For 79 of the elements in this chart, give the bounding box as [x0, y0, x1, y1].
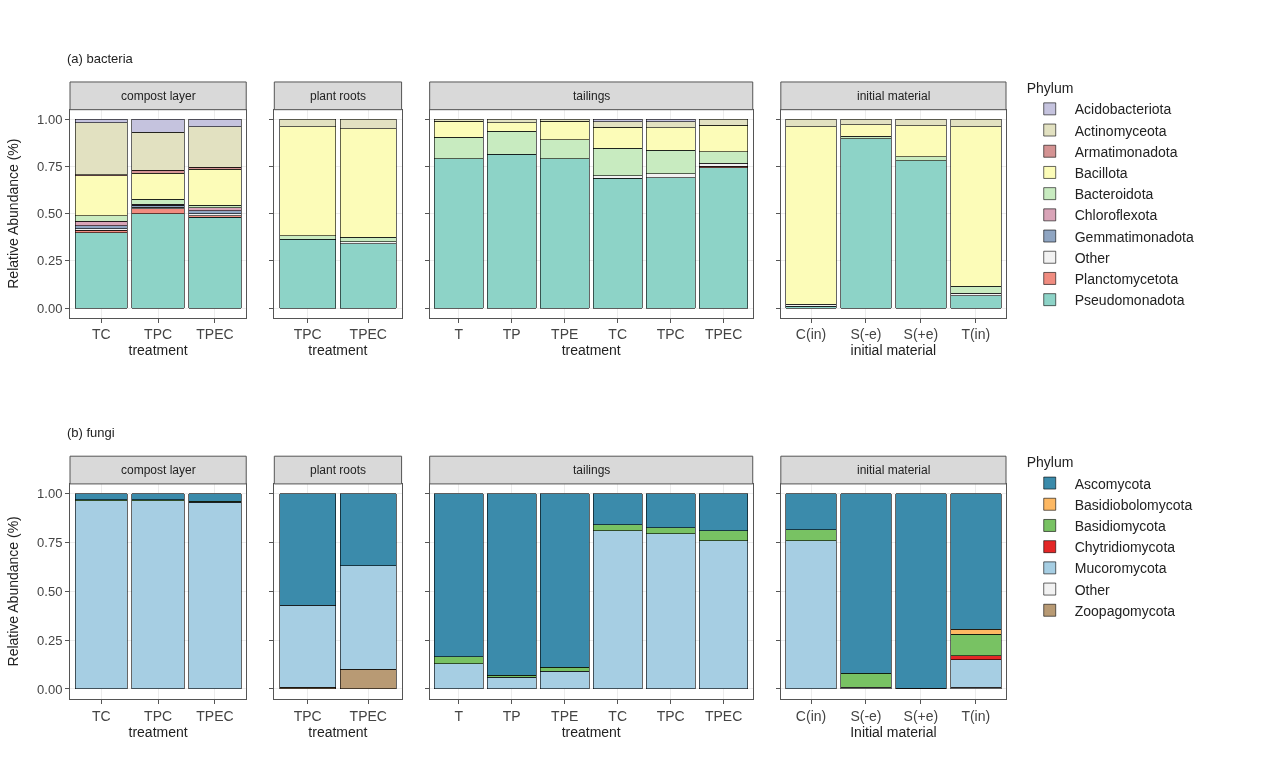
- legend-label: Bacillota: [1074, 164, 1128, 181]
- legend-label: Mucoromycota: [1074, 560, 1167, 577]
- x-tick-label: TC: [608, 707, 628, 724]
- y-tick-label: 0.50: [37, 206, 63, 222]
- chart-title: tailings: [573, 463, 611, 477]
- x-axis-title: treatment: [128, 723, 188, 740]
- x-tick-label: TPC: [293, 326, 322, 343]
- legend-label: Basidiomycota: [1074, 517, 1166, 534]
- text: Zoopagomycota: [1074, 602, 1176, 619]
- x-tick-label: TC: [91, 707, 111, 724]
- x-tick-label: TPEC: [349, 707, 387, 724]
- x-tick-label: T(in): [961, 326, 991, 343]
- text: (a) bacteria: [67, 51, 134, 66]
- x-axis-title: treatment: [308, 342, 368, 359]
- y-tick-label: 0.25: [37, 253, 63, 269]
- x-tick-label: TPC: [293, 707, 322, 724]
- x-tick-label: TPE: [551, 707, 579, 724]
- y-tick-label: 1.00: [37, 486, 63, 502]
- legend-label: Armatimonadota: [1074, 143, 1178, 160]
- legend-label: Bacteroidota: [1074, 186, 1154, 203]
- chart-title: plant roots: [310, 89, 367, 103]
- legend-label: Chloroflexota: [1074, 207, 1158, 224]
- x-axis-title: treatment: [561, 342, 621, 359]
- x-tick-label: TPEC: [196, 707, 234, 724]
- x-tick-label: S(+e): [903, 707, 939, 724]
- y-axis-title: Relative Abundance (%): [4, 516, 21, 667]
- y-tick-label: 0.25: [37, 632, 63, 648]
- x-tick-label: C(in): [795, 326, 827, 343]
- x-axis-title: Initial material: [850, 723, 937, 740]
- y-tick-label: 0.75: [37, 535, 63, 551]
- x-tick-label: TPC: [656, 707, 685, 724]
- x-axis-title: treatment: [561, 723, 621, 740]
- legend-label: Acidobacteriota: [1074, 101, 1172, 118]
- legend-label: Ascomycota: [1074, 475, 1152, 492]
- x-tick-label: TP: [502, 707, 521, 724]
- x-tick-label: TPEC: [196, 326, 234, 343]
- y-tick-label: 1.00: [37, 111, 63, 127]
- x-tick-label: TPE: [551, 326, 579, 343]
- x-tick-label: TP: [502, 326, 521, 343]
- legend-title: Phylum: [1026, 454, 1074, 471]
- y-tick-label: 0.00: [37, 300, 63, 316]
- y-axis-title: Relative Abundance (%): [4, 138, 21, 289]
- chart-title: compost layer: [121, 89, 196, 103]
- legend-title: Phylum: [1026, 80, 1074, 97]
- chart-title: initial material: [857, 89, 931, 103]
- legend-label: Gemmatimonadota: [1074, 228, 1194, 245]
- x-tick-label: TC: [608, 326, 628, 343]
- chart-title: compost layer: [121, 463, 196, 477]
- chart-title: tailings: [573, 89, 611, 103]
- x-tick-label: C(in): [795, 707, 827, 724]
- text: Chytridiomycota: [1074, 539, 1176, 556]
- x-tick-label: T: [454, 707, 464, 724]
- x-tick-label: S(-e): [850, 707, 882, 724]
- chart-title: initial material: [857, 463, 931, 477]
- legend-label: Planctomycetota: [1074, 270, 1179, 287]
- y-tick-label: 0.75: [37, 158, 63, 174]
- x-axis-title: treatment: [308, 723, 368, 740]
- x-tick-label: S(-e): [850, 326, 882, 343]
- x-tick-label: T(in): [961, 707, 991, 724]
- legend-label: Actinomyceota: [1074, 122, 1167, 139]
- x-tick-label: TPEC: [704, 326, 743, 343]
- text: Other: [1074, 581, 1111, 598]
- x-tick-label: TPC: [656, 326, 685, 343]
- text: (b) fungi: [67, 425, 115, 440]
- x-tick-label: T: [454, 326, 464, 343]
- chart-title: plant roots: [310, 463, 367, 477]
- legend-label: Other: [1074, 249, 1111, 266]
- text: Basidiobolomycota: [1074, 496, 1193, 513]
- x-tick-label: TC: [91, 326, 111, 343]
- y-tick-label: 0.00: [37, 681, 63, 697]
- legend-label: Pseudomonadota: [1074, 292, 1185, 309]
- y-tick-label: 0.50: [37, 583, 63, 599]
- x-tick-label: S(+e): [903, 326, 939, 343]
- x-axis-title: initial material: [850, 342, 937, 359]
- x-tick-label: TPEC: [349, 326, 387, 343]
- x-axis-title: treatment: [128, 342, 188, 359]
- x-tick-label: TPC: [144, 326, 173, 343]
- x-tick-label: TPEC: [704, 707, 743, 724]
- x-tick-label: TPC: [144, 707, 173, 724]
